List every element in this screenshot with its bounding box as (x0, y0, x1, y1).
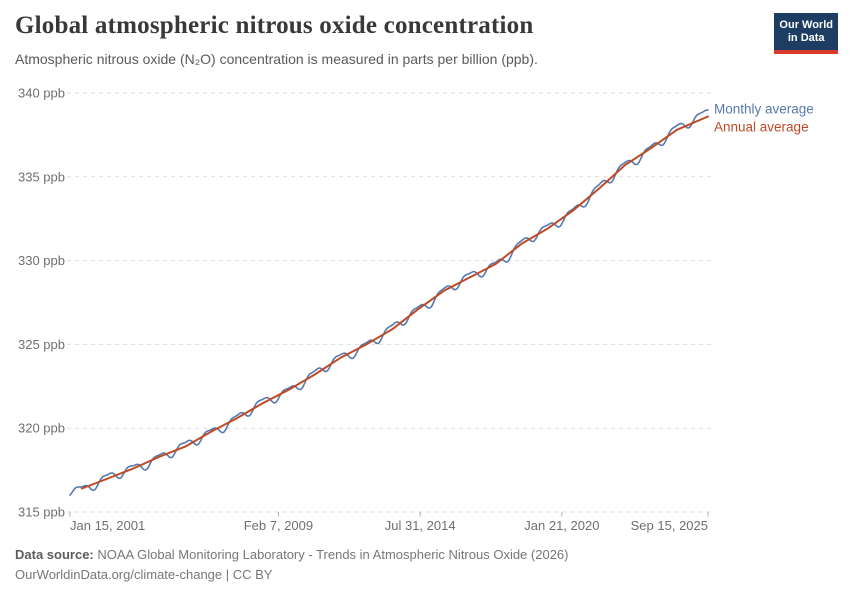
x-axis-label: Jan 21, 2020 (524, 518, 599, 533)
owid-logo-line1: Our World (779, 19, 833, 31)
series-line-annual-average[interactable] (80, 115, 709, 490)
data-source-line: Data source: NOAA Global Monitoring Labo… (15, 545, 568, 565)
chart-subtitle: Atmospheric nitrous oxide (N₂O) concentr… (15, 51, 538, 67)
y-axis-label: 320 ppb (18, 421, 65, 436)
owid-logo-line2: in Data (787, 32, 825, 44)
data-source-label: Data source: (15, 547, 94, 562)
page-title: Global atmospheric nitrous oxide concent… (15, 12, 534, 39)
legend-label-annual-average[interactable]: Annual average (714, 120, 809, 135)
series-line-monthly-average[interactable] (69, 109, 709, 496)
y-axis-label: 325 ppb (18, 337, 65, 352)
y-axis-label: 330 ppb (18, 253, 65, 268)
x-axis-label: Jul 31, 2014 (385, 518, 456, 533)
chart-footer: Data source: NOAA Global Monitoring Labo… (15, 545, 568, 585)
y-axis-label: 340 ppb (18, 86, 65, 101)
owid-logo[interactable]: Our World in Data (774, 13, 838, 54)
data-source-text: NOAA Global Monitoring Laboratory - Tren… (97, 547, 569, 562)
x-axis-label: Feb 7, 2009 (244, 518, 313, 533)
license-line: OurWorldinData.org/climate-change | CC B… (15, 567, 273, 582)
legend-label-monthly-average[interactable]: Monthly average (714, 102, 814, 117)
x-axis-label: Sep 15, 2025 (631, 518, 708, 533)
y-axis-label: 335 ppb (18, 169, 65, 184)
y-axis-label: 315 ppb (18, 505, 65, 520)
x-axis-label: Jan 15, 2001 (70, 518, 145, 533)
